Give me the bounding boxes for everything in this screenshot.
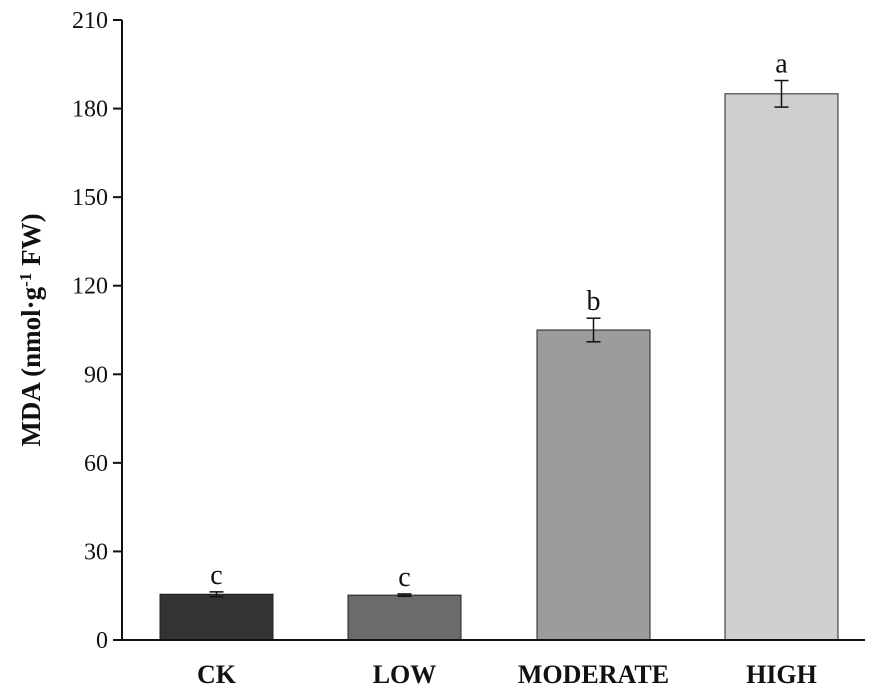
y-tick-label-90: 90 (84, 362, 108, 388)
y-tick-label-210: 210 (72, 8, 108, 34)
significance-labels-layer: c c b a (210, 49, 788, 593)
error-bar-ck (209, 591, 224, 598)
y-axis-title-suffix: FW) (16, 213, 46, 272)
bar-ck (159, 593, 274, 641)
error-bar-high (774, 79, 789, 108)
bar-low (347, 594, 462, 641)
axes-layer (113, 19, 865, 641)
x-category-labels-layer: CK LOW MODERATE HIGH (197, 660, 817, 689)
error-bars-layer (209, 79, 789, 598)
y-axis-title-superscript: -1 (16, 273, 35, 287)
error-bar-low (397, 593, 412, 598)
y-tick-label-60: 60 (84, 451, 108, 477)
significance-label-low: c (398, 562, 410, 593)
significance-label-ck: c (210, 560, 222, 591)
y-tick-label-30: 30 (84, 539, 108, 565)
y-tick-labels-layer: 0 30 60 90 120 150 180 210 (72, 8, 108, 654)
bar-high (724, 93, 839, 641)
x-category-label-low: LOW (373, 660, 437, 689)
error-bar-moderate (586, 317, 601, 343)
x-category-label-moderate: MODERATE (518, 660, 669, 689)
y-tick-label-120: 120 (72, 274, 108, 300)
y-axis-title-prefix: MDA (nmol·g (16, 286, 46, 446)
y-tick-label-0: 0 (96, 628, 108, 654)
significance-label-moderate: b (587, 286, 601, 317)
y-axis-title: MDA (nmol·g-1 FW) (16, 213, 47, 446)
significance-label-high: a (775, 49, 788, 80)
x-category-label-ck: CK (197, 660, 237, 689)
y-tick-label-150: 150 (72, 185, 108, 211)
y-tick-label-180: 180 (72, 97, 108, 123)
bar-moderate (536, 329, 651, 641)
x-category-label-high: HIGH (746, 660, 817, 689)
bars-layer (159, 93, 839, 641)
